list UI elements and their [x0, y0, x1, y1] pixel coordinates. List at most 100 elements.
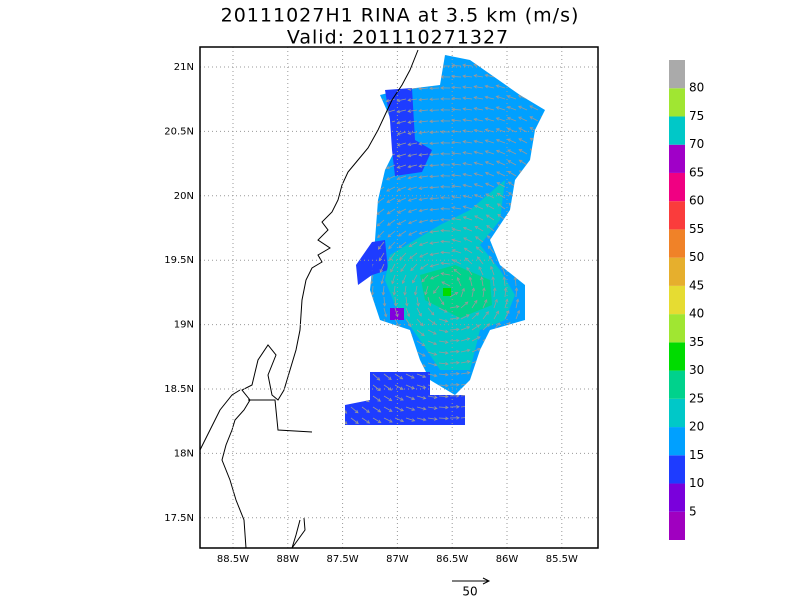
colorbar-label: 40 — [689, 307, 704, 321]
wind-vector-head — [552, 367, 555, 370]
colorbar-swatch — [669, 116, 685, 144]
wind-vector — [406, 341, 413, 347]
wind-vector — [354, 66, 362, 69]
wind-vector — [375, 55, 384, 57]
wind-vector — [514, 266, 516, 275]
wind-vector-head — [498, 335, 501, 338]
wind-vector — [375, 77, 384, 80]
wind-vector — [532, 213, 538, 220]
wind-vector-head — [375, 89, 378, 92]
wind-vector-head — [534, 245, 537, 248]
wind-vector-head — [510, 380, 513, 383]
wind-vector — [544, 213, 549, 220]
wind-vector — [351, 385, 357, 391]
wind-vector — [507, 74, 516, 77]
wind-vector-head — [412, 429, 415, 432]
wind-vector — [496, 75, 505, 77]
wind-vector-head — [536, 277, 539, 280]
wind-vector-head — [541, 116, 544, 119]
wind-vector — [365, 110, 373, 113]
wind-vector-head — [333, 168, 336, 171]
wind-vector — [472, 405, 481, 407]
wind-vector — [516, 345, 522, 352]
lon-label: 87.5W — [327, 554, 359, 565]
wind-vector — [354, 143, 362, 147]
wind-vector-head — [336, 247, 339, 250]
wind-vector — [419, 55, 428, 56]
wind-vector — [334, 209, 340, 216]
wind-vector — [520, 192, 527, 198]
wind-vector — [516, 414, 524, 418]
wind-vector — [472, 383, 481, 385]
wind-vector-head — [363, 335, 366, 338]
colorbar-swatch — [669, 145, 685, 173]
wind-vector — [397, 55, 406, 57]
colorbar-label: 80 — [689, 81, 704, 95]
wind-vector — [343, 66, 351, 70]
wind-vector-head — [386, 121, 389, 124]
wind-vector — [521, 203, 527, 209]
colorbar-swatch — [669, 258, 685, 286]
wind-vector-head — [400, 430, 403, 433]
wind-vector-head — [531, 368, 534, 371]
wind-vector — [348, 264, 351, 273]
wind-vector-head — [334, 191, 337, 194]
wind-vector-head — [343, 378, 346, 381]
wind-vector — [531, 170, 538, 176]
wind-vector — [366, 198, 373, 204]
wind-vector — [333, 132, 340, 137]
wind-vector-head — [520, 182, 523, 185]
wind-vector-head — [423, 429, 426, 432]
wind-vector — [351, 352, 356, 360]
colorbar-label: 60 — [689, 194, 704, 208]
wind-vector-head — [386, 77, 389, 80]
wind-vector-head — [467, 405, 470, 408]
wind-vector-head — [354, 145, 357, 148]
wind-vector-head — [499, 381, 502, 384]
wind-vector-head — [349, 292, 352, 295]
wind-vector-head — [545, 234, 548, 237]
wind-vector — [354, 77, 362, 80]
wind-vector-head — [507, 52, 510, 55]
subtitle: Valid: 201110271327 — [287, 27, 509, 49]
wind-vector-head — [340, 314, 343, 317]
wind-vector-head — [385, 324, 388, 327]
wind-vector-head — [518, 52, 521, 55]
wind-vector — [354, 110, 362, 114]
wind-vector-head — [507, 74, 510, 77]
wind-vector-head — [410, 344, 413, 347]
wind-vector — [461, 428, 470, 429]
wind-vector — [474, 54, 483, 55]
wind-vector-head — [532, 202, 535, 205]
wind-vector — [494, 415, 502, 418]
wind-vector — [516, 402, 524, 407]
wind-vector-head — [399, 355, 402, 358]
wind-vector — [333, 165, 340, 171]
wind-vector-head — [546, 255, 549, 258]
wind-vector-head — [522, 234, 525, 237]
wind-vector-head — [531, 379, 534, 382]
wind-vector-head — [523, 245, 526, 248]
wind-vector-head — [355, 190, 358, 193]
wind-vector — [351, 330, 354, 338]
wind-vector-head — [365, 133, 368, 136]
wind-vector-head — [524, 266, 527, 269]
wind-vector — [494, 404, 502, 407]
wind-vector-head — [519, 345, 522, 348]
wind-vector — [339, 286, 340, 295]
wind-vector — [333, 176, 340, 182]
wind-vector-head — [332, 67, 335, 70]
wind-vector-head — [498, 346, 501, 349]
wind-vector-head — [343, 145, 346, 148]
wind-vector — [373, 319, 376, 327]
wind-vector — [530, 84, 538, 88]
wind-vector — [538, 344, 543, 352]
wind-vector-head — [547, 277, 550, 280]
wind-vector-head — [365, 122, 368, 125]
wind-vector-head — [373, 314, 376, 317]
wind-vector — [376, 143, 384, 147]
wind-vector — [356, 209, 362, 215]
wind-vector-head — [534, 234, 537, 237]
wind-vector — [365, 99, 373, 102]
wind-vector — [463, 54, 472, 55]
